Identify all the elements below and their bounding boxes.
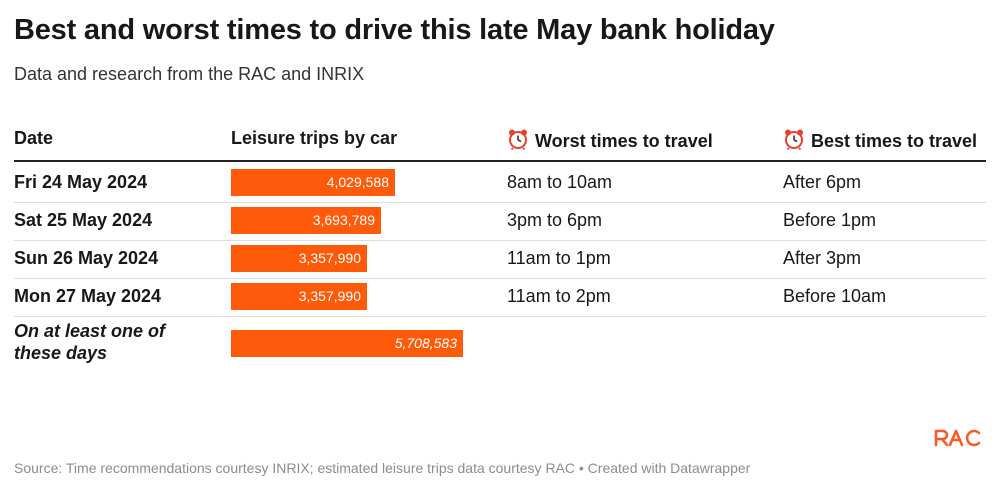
row-best-time: Before 10am [783,286,887,306]
table-row: Sun 26 May 2024 3,357,990 11am to 1pm Af… [14,240,986,279]
row-worst-time: 3pm to 6pm [507,210,603,230]
alarm-clock-icon [785,129,803,150]
header-worst-label: Worst times to travel [535,131,713,151]
table-header: Date Leisure trips by car Worst times to… [14,126,986,162]
header-trips: Leisure trips by car [231,128,398,148]
table-row: On at least one of these days 5,708,583 [14,316,986,366]
row-date: On at least one of these days [14,321,166,363]
row-best-time: After 3pm [783,248,862,268]
bar-label: 3,357,990 [298,288,361,304]
bar-label: 3,693,789 [312,212,375,228]
row-worst-time: 8am to 10am [507,172,613,192]
bar-label: 5,708,583 [394,335,457,351]
rac-logo [934,429,981,447]
row-best-time: After 6pm [783,172,862,192]
header-worst: Worst times to travel [507,128,713,152]
bar-label: 4,029,588 [326,174,389,190]
source-note: Source: Time recommendations courtesy IN… [14,460,751,476]
row-date: Sun 26 May 2024 [14,248,159,268]
bar: 4,029,588 [231,169,395,196]
header-date: Date [14,128,54,148]
bar: 3,693,789 [231,207,381,234]
alarm-clock-icon [509,129,527,150]
row-date: Fri 24 May 2024 [14,172,148,192]
chart-title: Best and worst times to drive this late … [14,14,775,46]
bar: 3,357,990 [231,245,367,272]
bar: 5,708,583 [231,330,463,357]
table-row: Sat 25 May 2024 3,693,789 3pm to 6pm Bef… [14,202,986,241]
header-best-label: Best times to travel [811,131,978,151]
row-worst-time: 11am to 2pm [507,286,611,306]
row-date: Sat 25 May 2024 [14,210,153,230]
table-row: Fri 24 May 2024 4,029,588 8am to 10am Af… [14,164,986,203]
header-best: Best times to travel [783,128,977,152]
row-date: Mon 27 May 2024 [14,286,162,306]
table-row: Mon 27 May 2024 3,357,990 11am to 2pm Be… [14,278,986,317]
row-worst-time: 11am to 1pm [507,248,611,268]
row-best-time: Before 1pm [783,210,877,230]
bar: 3,357,990 [231,283,367,310]
chart-subtitle: Data and research from the RAC and INRIX [14,64,365,84]
bar-label: 3,357,990 [298,250,361,266]
